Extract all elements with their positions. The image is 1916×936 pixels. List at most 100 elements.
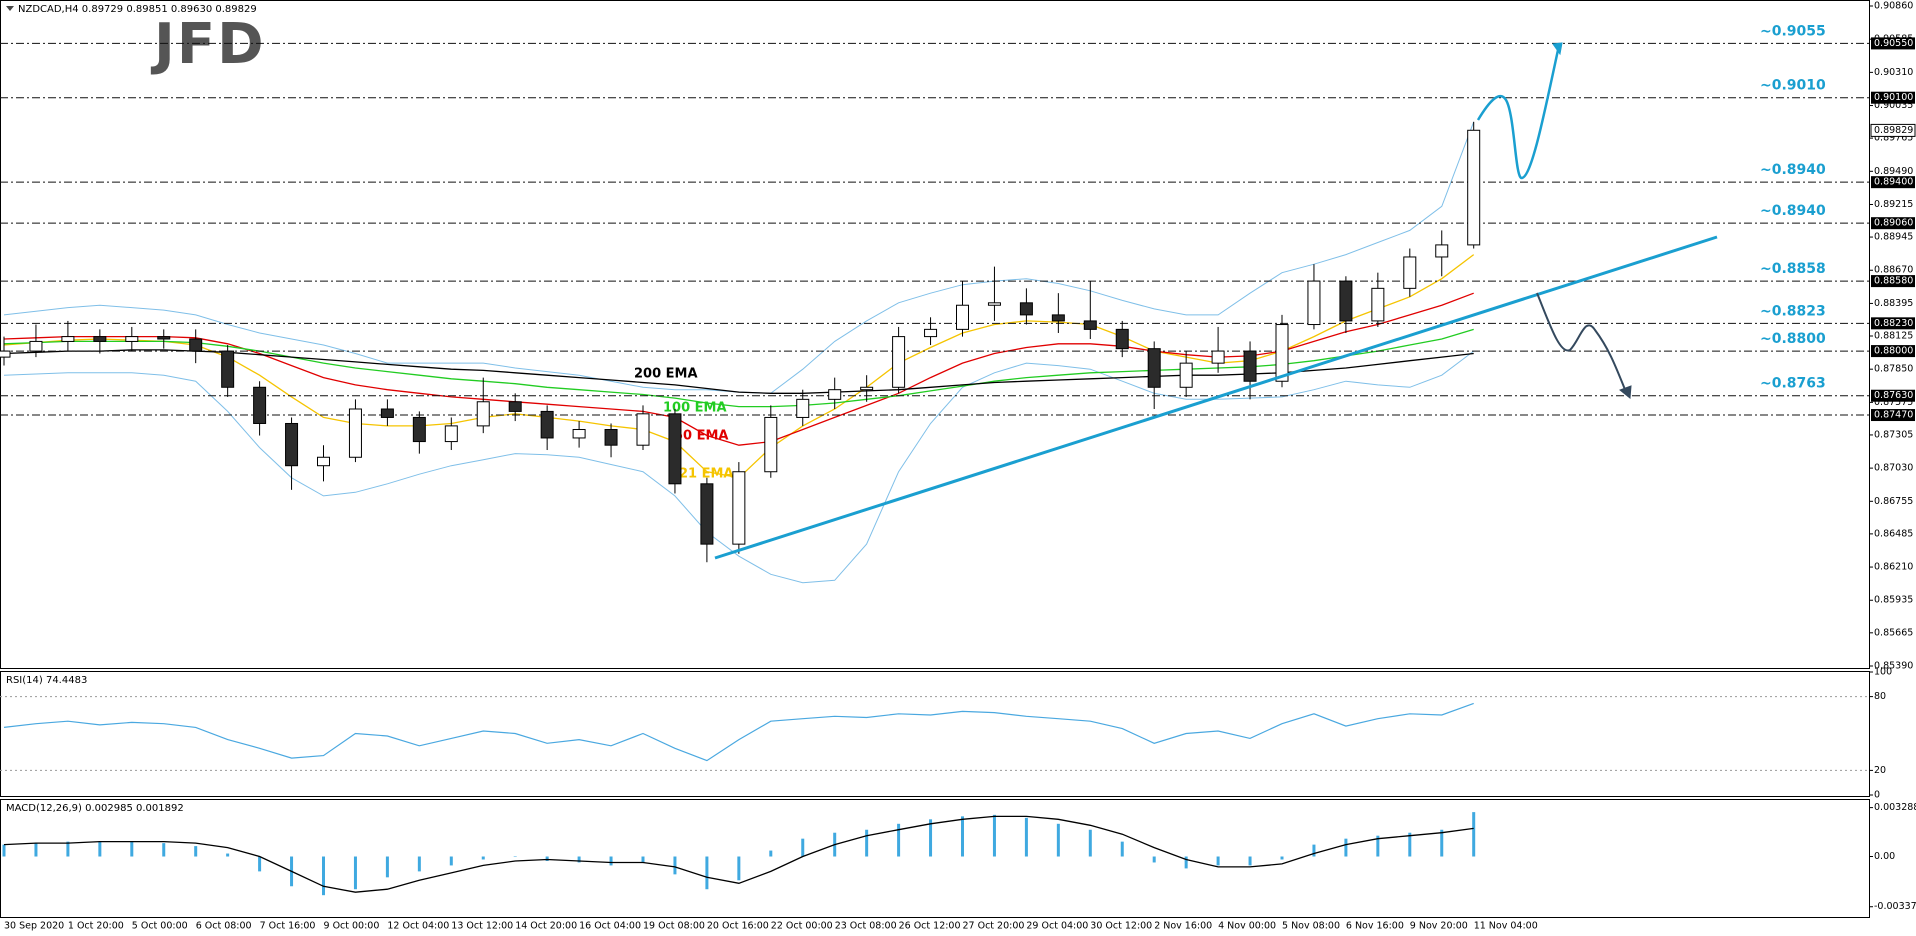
level-note: ~0.8858 [1760, 261, 1826, 277]
y-tick-label: 0.86755 [1874, 496, 1913, 507]
candle-body [1019, 302, 1033, 316]
candle-body [380, 408, 394, 418]
x-tick-label: 11 Nov 04:00 [1474, 921, 1538, 932]
y-tick-label: 0 [1874, 790, 1880, 801]
candle-body [860, 386, 874, 391]
macd-bar [1184, 856, 1188, 869]
candle-body [1211, 350, 1225, 364]
macd-bar [1376, 835, 1380, 857]
macd-bar [353, 856, 357, 890]
macd-bar [34, 843, 38, 857]
price-title: NZDCAD,H4 0.89729 0.89851 0.89630 0.8982… [18, 4, 257, 15]
candle-body [0, 350, 11, 358]
x-tick-label: 19 Oct 08:00 [643, 921, 705, 932]
y-tick-label: 0.85390 [1874, 661, 1913, 672]
x-tick-label: 5 Oct 00:00 [132, 921, 188, 932]
ema-label: 21 EMA [679, 467, 734, 482]
candle-body [1179, 362, 1193, 388]
candle-body [157, 336, 171, 340]
level-box [1871, 176, 1915, 189]
x-tick-label: 6 Oct 08:00 [196, 921, 252, 932]
y-tick-label: 0.86485 [1874, 528, 1913, 539]
bollinger-lower [3, 350, 1475, 584]
x-tick-label: 4 Nov 00:00 [1218, 921, 1276, 932]
level-note: ~0.9055 [1760, 23, 1826, 39]
logo: JFD [150, 12, 266, 77]
macd-bar [801, 838, 805, 857]
candle-body [476, 401, 490, 427]
level-box [1871, 389, 1915, 402]
macd-bar [641, 856, 645, 863]
y-tick-label: 0.90035 [1874, 100, 1913, 111]
last-price-box [1870, 123, 1916, 137]
macd-bar [417, 856, 421, 872]
y-tick-label: 0.00 [1874, 851, 1895, 862]
candle-body [540, 410, 554, 439]
candle-body [1307, 280, 1321, 326]
macd-bar [1280, 856, 1284, 860]
macd-bar [1120, 841, 1124, 857]
x-tick-label: 30 Oct 12:00 [1090, 921, 1152, 932]
candle-body [764, 416, 778, 473]
candle-body [29, 340, 43, 352]
menu-icon [6, 6, 14, 11]
candle-body [285, 422, 299, 467]
candle-body [1051, 314, 1065, 322]
ema-label: 100 EMA [663, 401, 727, 416]
level-label: 0.89060 [1874, 218, 1913, 229]
up-scenario-arrow [1476, 49, 1560, 180]
macd-bar [66, 841, 70, 857]
ema-line [3, 349, 1474, 394]
signal-line [3, 815, 1474, 893]
y-tick-label: 0.87030 [1874, 463, 1913, 474]
macd-bar [1344, 838, 1348, 857]
macd-bar [1216, 856, 1220, 866]
macd-bar [673, 856, 677, 875]
y-tick-label: 0.90860 [1874, 1, 1913, 12]
level-note: ~0.8800 [1760, 331, 1826, 347]
macd-title: MACD(12,26,9) 0.002985 0.001892 [6, 803, 184, 814]
macd-bar [322, 856, 325, 896]
x-tick-label: 26 Oct 12:00 [899, 921, 961, 932]
candle-body [1467, 129, 1481, 246]
candle-body [1115, 328, 1129, 350]
candle-body [1403, 256, 1417, 289]
macd-bar [609, 856, 613, 866]
y-tick-label: 0.88670 [1874, 265, 1913, 276]
x-tick-label: 6 Nov 16:00 [1346, 921, 1404, 932]
candle-body [221, 350, 235, 388]
macd-bar [226, 853, 230, 857]
macd-bar [1408, 832, 1412, 857]
trend-line [714, 235, 1718, 560]
last-price-label: 0.89829 [1874, 125, 1913, 136]
y-tick-label: 0.86210 [1874, 562, 1913, 573]
candle-body [1243, 350, 1257, 382]
macd-bar [1248, 856, 1252, 866]
macd-bar [1056, 823, 1060, 857]
ema-line [3, 292, 1474, 446]
y-tick-label: 100 [1874, 667, 1892, 678]
x-tick-label: 23 Oct 08:00 [835, 921, 897, 932]
level-box [1871, 91, 1915, 104]
candle-body [892, 336, 906, 388]
x-tick-label: 14 Oct 20:00 [515, 921, 577, 932]
ema-label: 200 EMA [634, 367, 698, 382]
level-label: 0.88230 [1874, 318, 1913, 329]
level-box [1871, 409, 1915, 422]
candle-body [1147, 348, 1161, 388]
level-label: 0.88580 [1874, 276, 1913, 287]
macd-bar [1152, 856, 1156, 863]
x-tick-label: 27 Oct 20:00 [963, 921, 1025, 932]
rsi-line [3, 702, 1474, 762]
macd-bar [2, 844, 6, 857]
macd-bar [929, 819, 933, 857]
level-box [1871, 217, 1915, 230]
macd-bar [130, 841, 134, 857]
candle-body [636, 413, 650, 446]
candle-body [444, 425, 458, 443]
candle-body [1371, 287, 1385, 322]
candle-body [700, 483, 714, 545]
candle-body [828, 389, 842, 400]
y-tick-label: 0.88125 [1874, 331, 1913, 342]
